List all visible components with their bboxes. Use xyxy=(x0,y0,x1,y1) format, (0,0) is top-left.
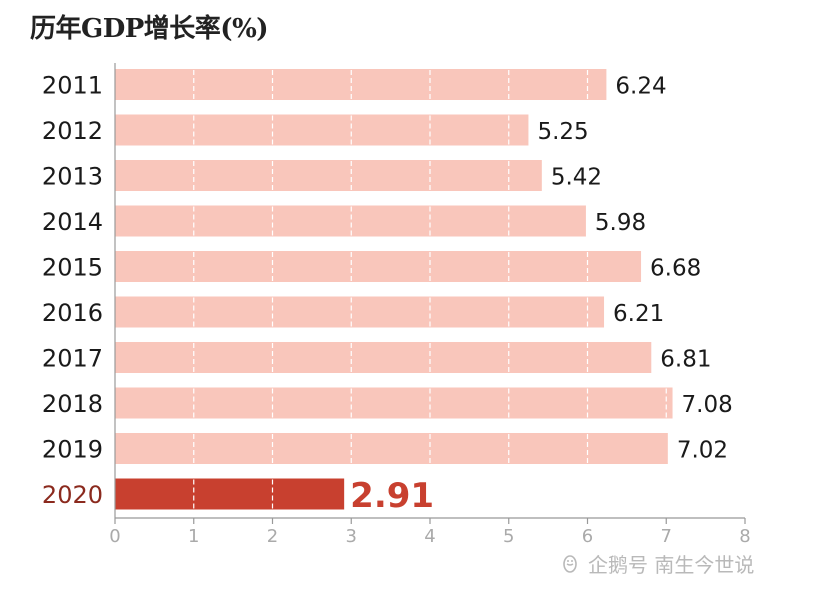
bar-2012 xyxy=(115,114,529,146)
x-tick-label: 4 xyxy=(424,526,435,547)
bar-2015 xyxy=(115,251,642,282)
chart-title: 历年GDP增长率(%) xyxy=(30,14,269,44)
category-label-2019: 2019 xyxy=(42,436,103,464)
category-label-2013: 2013 xyxy=(42,163,103,191)
bar-2014 xyxy=(115,205,586,237)
value-label-2015: 6.68 xyxy=(650,256,701,282)
penguin-icon xyxy=(563,555,577,573)
bar-2019 xyxy=(115,433,668,464)
watermark: 企鹅号 南生今世说 xyxy=(560,548,754,578)
category-label-2017: 2017 xyxy=(42,345,103,373)
category-label-2015: 2015 xyxy=(42,254,103,282)
bar-2016 xyxy=(115,296,605,328)
watermark-text: 企鹅号 南生今世说 xyxy=(588,552,755,577)
value-label-2018: 7.08 xyxy=(682,392,733,418)
value-label-2011: 6.24 xyxy=(615,74,666,100)
bar-2013 xyxy=(115,160,542,191)
bars-layer xyxy=(115,69,673,510)
category-label-2020: 2020 xyxy=(42,481,103,509)
category-label-2014: 2014 xyxy=(42,208,103,236)
value-label-2012: 5.25 xyxy=(537,119,588,145)
bar-2011 xyxy=(115,69,607,100)
category-label-2012: 2012 xyxy=(42,117,103,145)
value-label-2016: 6.21 xyxy=(613,301,664,327)
grid-layer xyxy=(193,70,667,509)
x-tick-label: 5 xyxy=(503,526,514,547)
value-label-2014: 5.98 xyxy=(595,210,646,236)
labels-layer: 2011 6.24 2012 5.25 2013 5.42 2014 5.98 2015 6.68… xyxy=(42,72,733,517)
x-tick-label: 1 xyxy=(188,526,199,547)
x-tick-label: 7 xyxy=(661,526,672,547)
x-tick-label: 8 xyxy=(739,526,750,547)
x-tick-label: 2 xyxy=(267,526,278,547)
x-tick-label: 3 xyxy=(346,526,357,547)
bar-2020 xyxy=(115,478,345,510)
bar-2017 xyxy=(115,342,652,373)
value-label-2020: 2.91 xyxy=(350,476,434,516)
x-tick-label: 0 xyxy=(109,526,120,547)
axis-layer: 0 1 2 3 4 5 6 7 8 xyxy=(109,63,751,547)
value-label-2013: 5.42 xyxy=(551,165,602,191)
value-label-2019: 7.02 xyxy=(677,438,728,464)
category-label-2011: 2011 xyxy=(42,72,103,100)
bar-2018 xyxy=(115,387,673,419)
x-tick-label: 6 xyxy=(582,526,593,547)
category-label-2018: 2018 xyxy=(42,390,103,418)
value-label-2017: 6.81 xyxy=(660,347,711,373)
category-label-2016: 2016 xyxy=(42,299,103,327)
